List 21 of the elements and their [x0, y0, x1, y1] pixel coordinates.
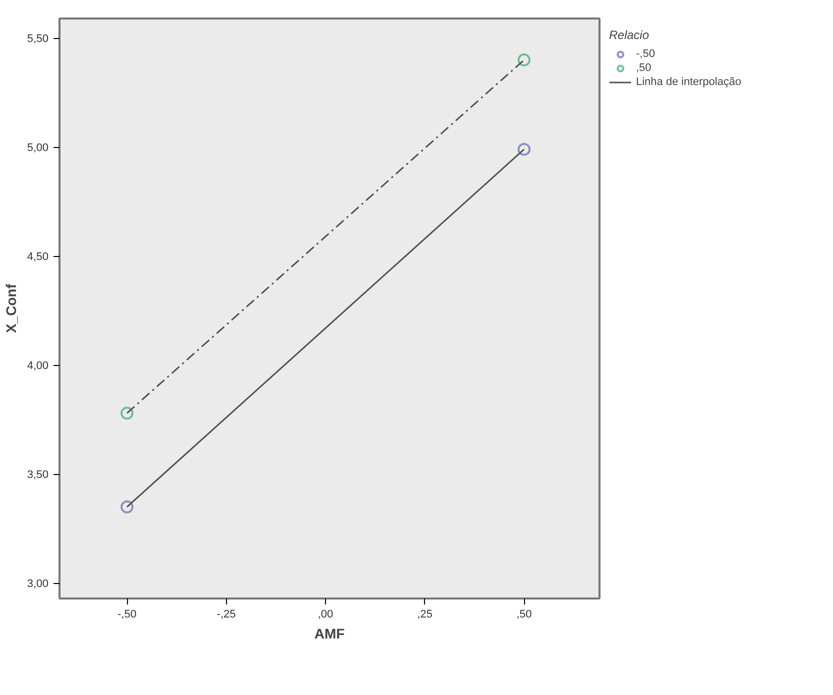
point	[518, 142, 531, 156]
y-tick-label: 5,00	[27, 142, 49, 154]
x-tick-label: -,50	[118, 608, 136, 620]
y-tick-label: 3,50	[27, 469, 49, 482]
legend-title: Relacio	[609, 28, 650, 42]
legend-label: -,50	[636, 47, 656, 61]
x-tick-label: ,25	[417, 608, 432, 620]
point	[120, 500, 134, 514]
legend-label: ,50	[636, 61, 652, 75]
x-tick-label: ,00	[318, 608, 334, 620]
y-axis-title: X_Conf	[3, 284, 20, 333]
x-axis-title: AMF	[314, 626, 346, 642]
legend-label: Linha de interpolação	[636, 75, 742, 89]
y-tick-label: 5,50	[27, 33, 49, 46]
point	[120, 406, 134, 420]
y-tick-label: 4,50	[27, 251, 49, 264]
y-tick-label: 4,00	[27, 360, 49, 372]
x-tick-label: ,50	[516, 608, 532, 620]
y-tick-label: 3,00	[27, 578, 49, 590]
point	[518, 53, 531, 66]
x-tick-label: -,25	[216, 608, 236, 620]
